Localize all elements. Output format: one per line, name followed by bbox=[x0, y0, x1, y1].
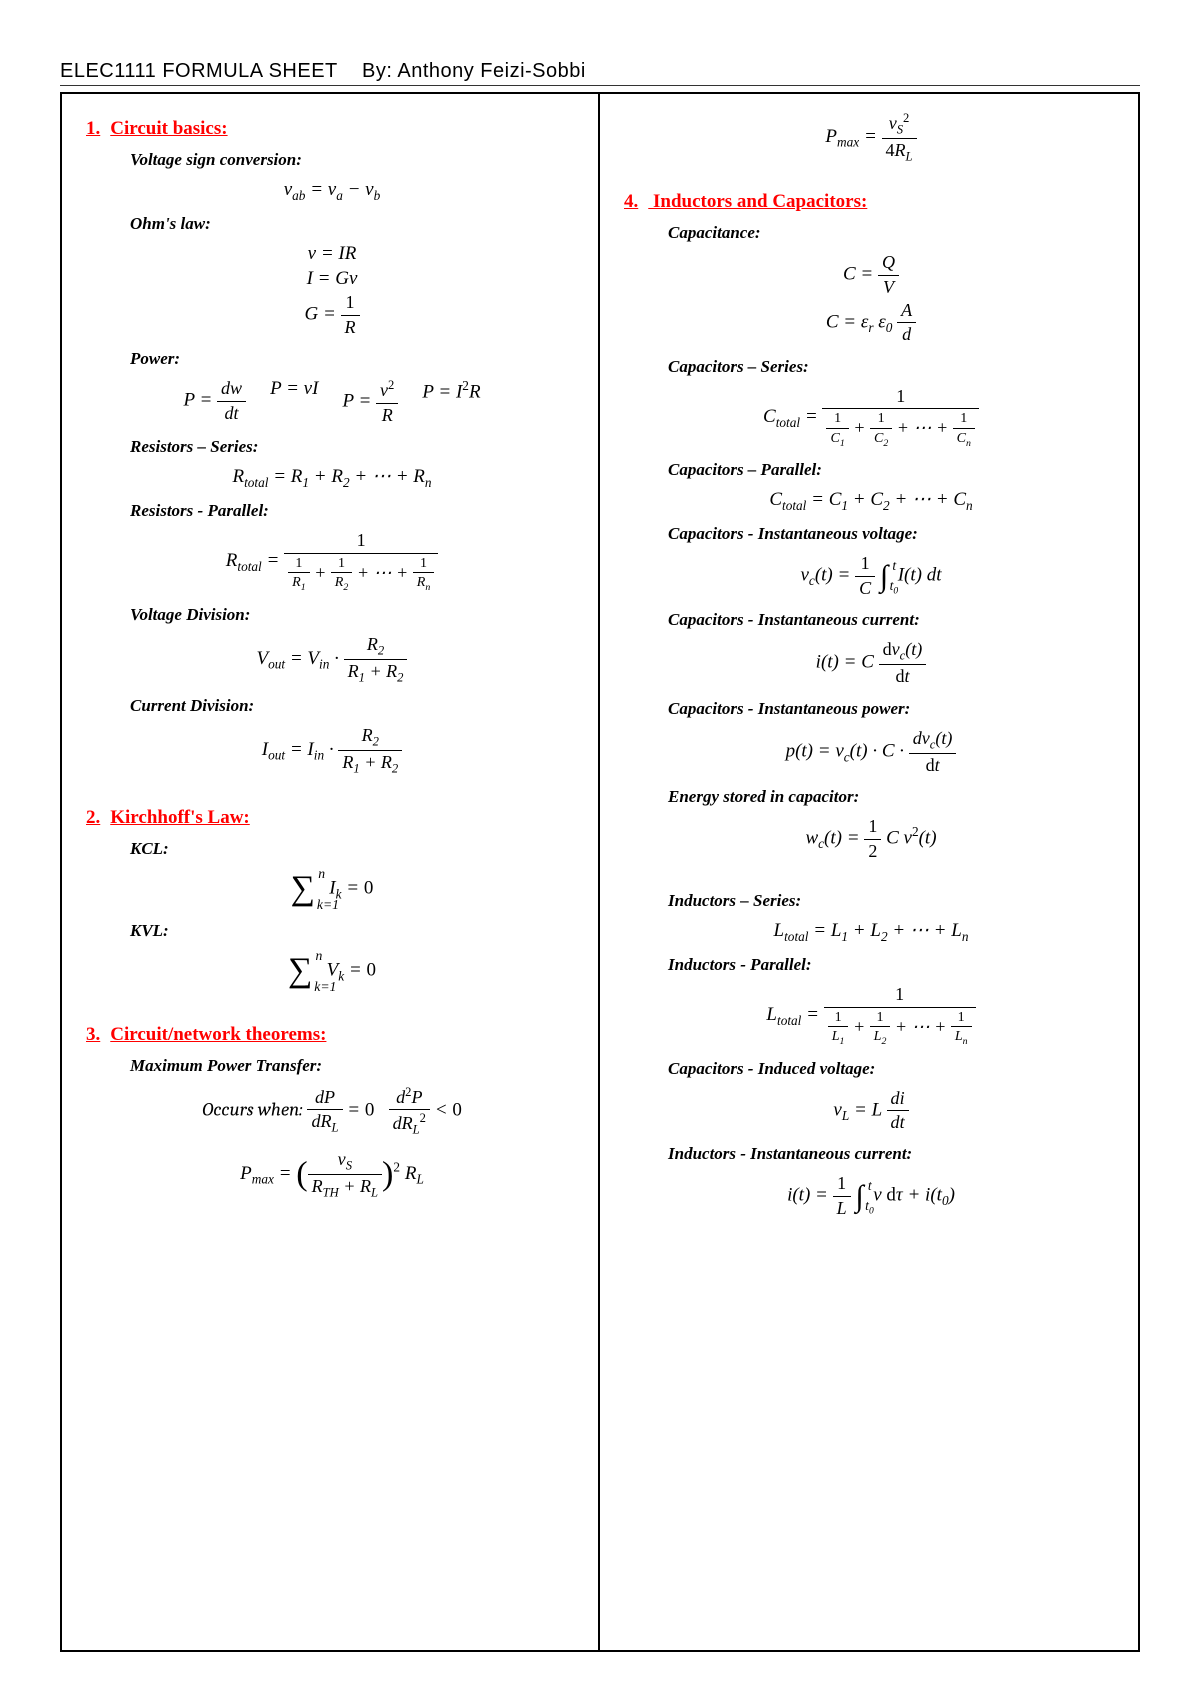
formula-c-parallel: Ctotal = C1 + C2 + ⋯ + Cn bbox=[624, 488, 1118, 514]
section-2-title: 2.Kirchhoff's Law: bbox=[86, 807, 578, 829]
formula-l-series: Ltotal = L1 + L2 + ⋯ + Ln bbox=[624, 919, 1118, 945]
sub-kcl: KCL: bbox=[130, 839, 578, 859]
sub-vdiv: Voltage Division: bbox=[130, 605, 578, 625]
sub-ohms-law: Ohm's law: bbox=[130, 214, 578, 234]
section-3-title: 3.Circuit/network theorems: bbox=[86, 1024, 578, 1046]
sub-c-series: Capacitors – Series: bbox=[668, 357, 1118, 377]
formula-r-series: Rtotal = R1 + R2 + ⋯ + Rn bbox=[86, 465, 578, 491]
left-column: 1.Circuit basics: Voltage sign conversio… bbox=[62, 94, 600, 1650]
sub-c-ip: Capacitors - Instantaneous power: bbox=[668, 699, 1118, 719]
sub-kvl: KVL: bbox=[130, 921, 578, 941]
sub-c-parallel: Capacitors – Parallel: bbox=[668, 460, 1118, 480]
sub-r-parallel: Resistors - Parallel: bbox=[130, 501, 578, 521]
sub-c-iv: Capacitors - Instantaneous voltage: bbox=[668, 524, 1118, 544]
course-code: ELEC1111 FORMULA SHEET bbox=[60, 60, 338, 82]
sub-c-en: Energy stored in capacitor: bbox=[668, 787, 1118, 807]
byline: By: Anthony Feizi-Sobbi bbox=[362, 60, 586, 82]
formula-c-iv: vc(t) = 1C ∫tt0 I(t) dt bbox=[624, 552, 1118, 600]
formula-ohm: v = IR I = Gv G = 1R bbox=[86, 242, 578, 339]
formula-idiv: Iout = Iin · R2R1 + R2 bbox=[86, 724, 578, 777]
formula-c-series: Ctotal = 1 1C1 + 1C2 + ⋯ + 1Cn bbox=[624, 385, 1118, 450]
formula-r-parallel: Rtotal = 1 1R1 + 1R2 + ⋯ + 1Rn bbox=[86, 529, 578, 594]
formula-kcl: ∑nk=1 Ik = 0 bbox=[86, 867, 578, 911]
formula-power: P = dwdt P = vI P = v2R P = I2R bbox=[86, 377, 578, 427]
formula-cap: C = QV C = εr ε0 Ad bbox=[624, 251, 1118, 347]
section-1-title: 1.Circuit basics: bbox=[86, 118, 578, 140]
formula-c-ip: p(t) = vc(t) · C · dvc(t)dt bbox=[624, 727, 1118, 777]
sub-power: Power: bbox=[130, 349, 578, 369]
formula-mpt-cond: Occurs when: dPdRL = 0 d2PdRL2 < 0 bbox=[86, 1084, 578, 1139]
formula-sheet: 1.Circuit basics: Voltage sign conversio… bbox=[60, 92, 1140, 1652]
right-column: Pmax = vS24RL 4. Inductors and Capacitor… bbox=[600, 94, 1138, 1650]
formula-kvl: ∑nk=1 Vk = 0 bbox=[86, 949, 578, 993]
formula-vdiv: Vout = Vin · R2R1 + R2 bbox=[86, 633, 578, 686]
section-4-title: 4. Inductors and Capacitors: bbox=[624, 191, 1118, 213]
sub-idiv: Current Division: bbox=[130, 696, 578, 716]
formula-pmax2: Pmax = vS24RL bbox=[624, 110, 1118, 165]
sub-l-ii: Inductors - Instantaneous current: bbox=[668, 1144, 1118, 1164]
sub-c-ii: Capacitors - Instantaneous current: bbox=[668, 610, 1118, 630]
formula-c-en: wc(t) = 12 C v2(t) bbox=[624, 815, 1118, 863]
sub-l-series: Inductors – Series: bbox=[668, 891, 1118, 911]
sub-r-series: Resistors – Series: bbox=[130, 437, 578, 457]
formula-pmax1: Pmax = (vSRTH + RL)2 RL bbox=[86, 1148, 578, 1201]
sub-capacitance: Capacitance: bbox=[668, 223, 1118, 243]
formula-l-ii: i(t) = 1L ∫tt0 v dτ + i(t0) bbox=[624, 1172, 1118, 1220]
sub-mpt: Maximum Power Transfer: bbox=[130, 1056, 578, 1076]
sub-l-parallel: Inductors - Parallel: bbox=[668, 955, 1118, 975]
sub-voltage-sign: Voltage sign conversion: bbox=[130, 150, 578, 170]
sub-ind-v: Capacitors - Induced voltage: bbox=[668, 1059, 1118, 1079]
page-header: ELEC1111 FORMULA SHEET By: Anthony Feizi… bbox=[60, 60, 1140, 86]
formula-vab: vab = va − vb bbox=[86, 178, 578, 204]
formula-ind-v: vL = L didt bbox=[624, 1087, 1118, 1135]
formula-l-parallel: Ltotal = 1 1L1 + 1L2 + ⋯ + 1Ln bbox=[624, 983, 1118, 1048]
formula-c-ii: i(t) = C dvc(t)dt bbox=[624, 638, 1118, 688]
